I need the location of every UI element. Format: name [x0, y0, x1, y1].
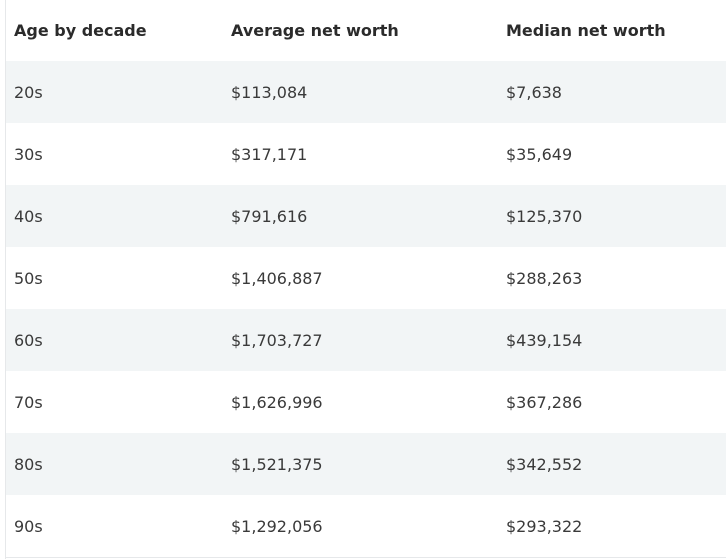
- table-row: 50s $1,406,887 $288,263: [6, 247, 726, 309]
- cell-median: $288,263: [498, 247, 726, 309]
- cell-age: 30s: [6, 123, 223, 185]
- header-median-net-worth: Median net worth: [498, 0, 726, 61]
- cell-average: $1,406,887: [223, 247, 498, 309]
- table-row: 80s $1,521,375 $342,552: [6, 433, 726, 495]
- cell-median: $125,370: [498, 185, 726, 247]
- table-row: 20s $113,084 $7,638: [6, 61, 726, 123]
- cell-median: $439,154: [498, 309, 726, 371]
- cell-average: $317,171: [223, 123, 498, 185]
- cell-age: 40s: [6, 185, 223, 247]
- cell-age: 20s: [6, 61, 223, 123]
- cell-median: $342,552: [498, 433, 726, 495]
- net-worth-table-container: Age by decade Average net worth Median n…: [5, 0, 726, 559]
- cell-average: $1,292,056: [223, 495, 498, 558]
- table-row: 70s $1,626,996 $367,286: [6, 371, 726, 433]
- cell-age: 50s: [6, 247, 223, 309]
- cell-age: 90s: [6, 495, 223, 558]
- cell-age: 70s: [6, 371, 223, 433]
- net-worth-table: Age by decade Average net worth Median n…: [6, 0, 726, 558]
- cell-average: $791,616: [223, 185, 498, 247]
- cell-median: $367,286: [498, 371, 726, 433]
- cell-age: 80s: [6, 433, 223, 495]
- header-age-by-decade: Age by decade: [6, 0, 223, 61]
- cell-average: $1,626,996: [223, 371, 498, 433]
- cell-median: $7,638: [498, 61, 726, 123]
- table-row: 30s $317,171 $35,649: [6, 123, 726, 185]
- table-row: 90s $1,292,056 $293,322: [6, 495, 726, 558]
- header-average-net-worth: Average net worth: [223, 0, 498, 61]
- cell-median: $293,322: [498, 495, 726, 558]
- table-header: Age by decade Average net worth Median n…: [6, 0, 726, 61]
- header-row: Age by decade Average net worth Median n…: [6, 0, 726, 61]
- table-row: 60s $1,703,727 $439,154: [6, 309, 726, 371]
- cell-median: $35,649: [498, 123, 726, 185]
- cell-age: 60s: [6, 309, 223, 371]
- cell-average: $1,521,375: [223, 433, 498, 495]
- cell-average: $113,084: [223, 61, 498, 123]
- table-row: 40s $791,616 $125,370: [6, 185, 726, 247]
- cell-average: $1,703,727: [223, 309, 498, 371]
- table-body: 20s $113,084 $7,638 30s $317,171 $35,649…: [6, 61, 726, 558]
